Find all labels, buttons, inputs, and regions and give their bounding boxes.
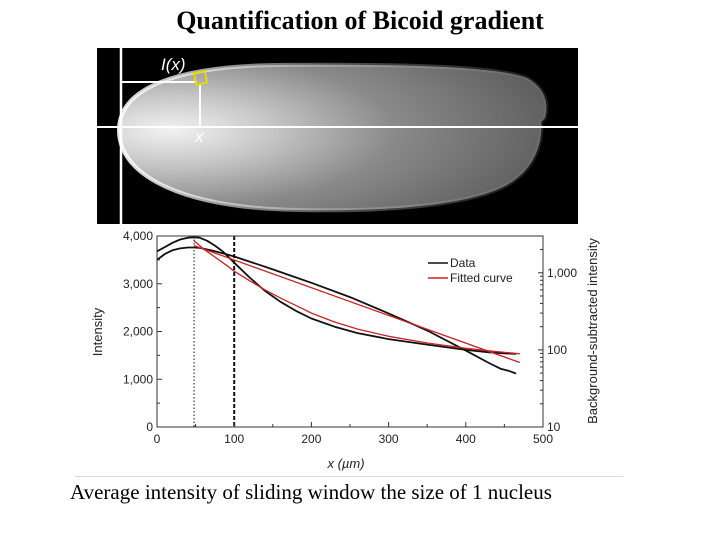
- series-line-0: [156, 246, 517, 375]
- y-tick-label: 3,000: [123, 277, 153, 291]
- slide-caption: Average intensity of sliding window the …: [70, 480, 552, 504]
- label-ix: I(x): [161, 55, 186, 74]
- slide-title: Quantification of Bicoid gradient: [176, 6, 544, 35]
- x-tick-label: 500: [533, 432, 553, 446]
- caption-divider: [75, 476, 623, 477]
- y-tick-label: 2,000: [123, 325, 153, 339]
- x-tick-label: 0: [154, 432, 161, 446]
- embryo-image: I(x) x: [97, 48, 578, 224]
- y2-tick-label: 1,000: [547, 266, 577, 280]
- y-tick-label: 0: [146, 420, 153, 434]
- sliding-window-box: [192, 69, 209, 87]
- y-tick-label: 1,000: [123, 372, 153, 386]
- embryo: [116, 62, 549, 213]
- series-line-3: [193, 240, 520, 355]
- y2-tick-label: 100: [547, 343, 567, 357]
- intensity-chart: 0 100 200 300 400 500 0 1,000 2,000 3,000 4,000 10 1…: [90, 229, 600, 471]
- legend-fit-label: Fitted curve: [450, 271, 513, 285]
- series-line-2: [193, 244, 521, 364]
- legend-data-label: Data: [450, 256, 476, 270]
- x-tick-label: 400: [456, 432, 476, 446]
- x-tick-label: 300: [379, 432, 399, 446]
- legend: Data Fitted curve: [428, 256, 513, 285]
- y2-axis-label: Background-subtracted intensity: [585, 238, 600, 424]
- x-tick-label: 100: [224, 432, 244, 446]
- y-axis-label: Intensity: [90, 307, 105, 356]
- y2-tick-label: 10: [547, 420, 561, 434]
- x-axis-label: x (µm): [326, 456, 364, 471]
- y-tick-label: 4,000: [123, 229, 153, 243]
- series-line-1: [156, 236, 517, 355]
- x-tick-label: 200: [301, 432, 321, 446]
- label-x: x: [194, 127, 204, 146]
